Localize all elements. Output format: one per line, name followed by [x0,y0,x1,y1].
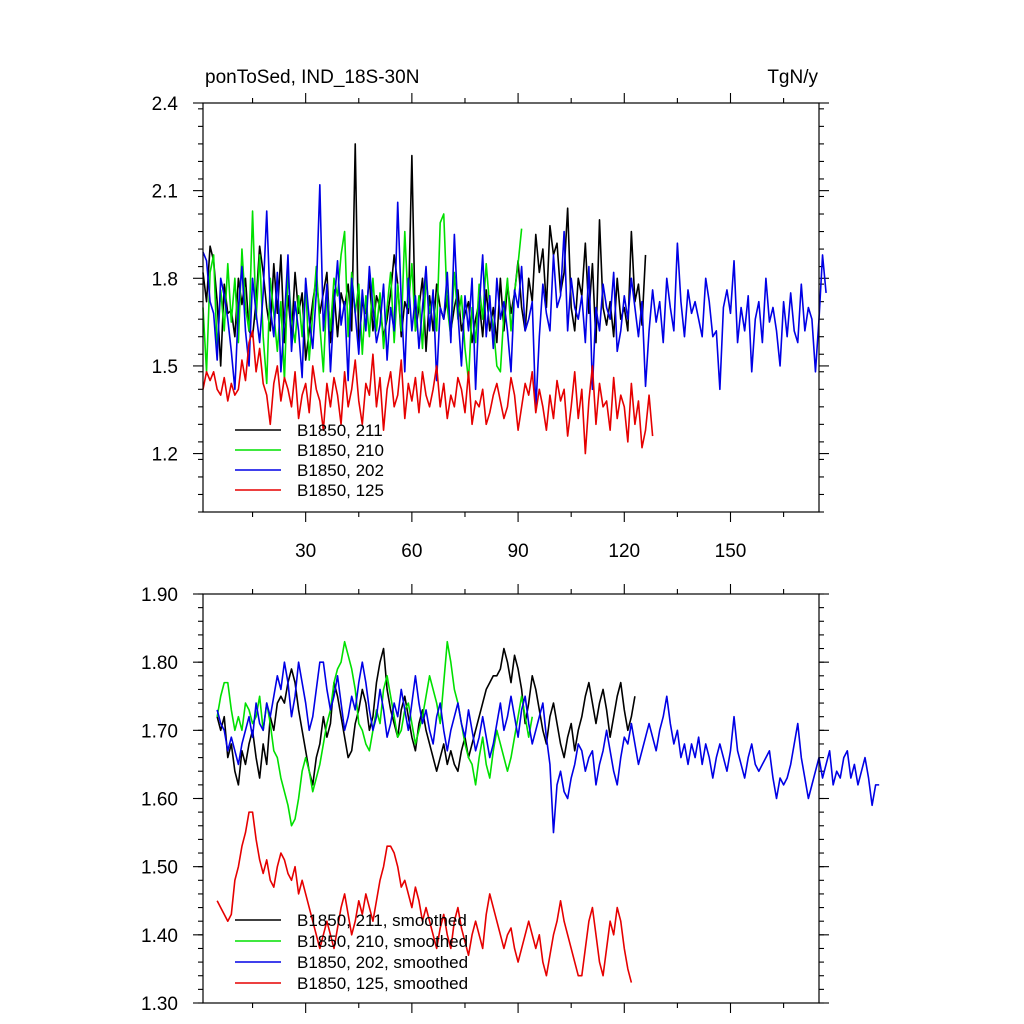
legend-label: B1850, 202 [297,461,384,480]
legend-label: B1850, 125, smoothed [297,974,468,993]
y-tick-label: 1.70 [141,721,178,742]
y-tick-label: 1.30 [141,994,178,1015]
series-line-3 [216,661,880,834]
bottom-chart-yticklabels: 1.30 1.40 1.50 1.60 1.70 1.80 1.90 [141,585,178,1015]
bottom-chart-frame [202,593,820,1004]
y-tick-label: 1.5 [152,357,178,378]
legend-label: B1850, 210, smoothed [297,932,468,951]
series-line-2 [216,640,534,827]
bottom-chart-ticks [193,584,829,1013]
bottom-chart-legend: B1850, 211, smoothed B1850, 210, smoothed… [235,911,468,993]
x-tick-label: 150 [715,541,747,562]
y-tick-label: 1.8 [152,269,178,290]
top-chart-yticklabels: 1.2 1.5 1.8 2.1 2.4 [152,94,179,466]
top-chart-units: TgN/y [767,67,818,88]
top-chart: 1.21.51.82.12.4 30 60 90 120 150 B1850, 211B… [152,93,829,562]
x-tick-label: 120 [608,541,640,562]
legend-label: B1850, 211, smoothed [297,911,467,930]
top-chart-frame [202,102,820,513]
x-tick-label: 30 [295,541,316,562]
bottom-chart-series [216,640,880,983]
y-tick-label: 1.2 [152,445,178,466]
y-tick-label: 1.90 [141,585,178,606]
series-line-4 [216,811,633,983]
legend-label: B1850, 202, smoothed [297,953,468,972]
y-tick-label: 1.40 [141,926,178,947]
series-line-1 [202,143,647,367]
x-tick-label: 90 [508,541,529,562]
y-tick-label: 1.60 [141,790,178,811]
y-tick-label: 2.1 [152,182,178,203]
series-line-3 [202,184,827,411]
top-chart-title: ponToSed, IND_18S-30N [205,67,419,88]
top-chart-series [202,143,827,455]
x-tick-label: 60 [401,541,422,562]
legend-label: B1850, 211 [297,421,383,440]
top-chart-xticklabels: 30 60 90 120 150 [295,541,746,562]
y-tick-label: 2.4 [152,94,179,115]
series-line-4 [202,330,654,455]
series-line-1 [216,647,636,786]
y-tick-label: 1.80 [141,653,178,674]
legend-label: B1850, 125 [297,481,384,500]
y-tick-label: 1.50 [141,858,178,879]
legend-label: B1850, 210 [297,441,384,460]
top-chart-ticks [193,93,829,522]
bottom-chart: 1.30 1.40 1.50 1.60 1.70 1.80 1.90 B1850, 211,… [141,584,880,1015]
